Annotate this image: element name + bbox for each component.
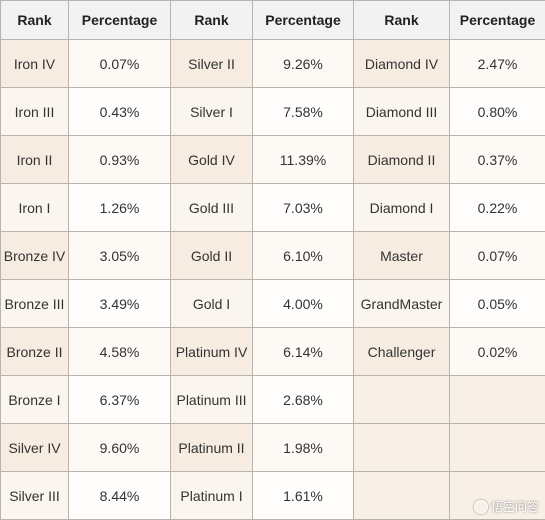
rank-cell-3 [354, 424, 450, 472]
rank-cell-3: Diamond I [354, 184, 450, 232]
column-header-percentage-2: Percentage [253, 1, 354, 40]
percentage-cell-3: 2.47% [450, 40, 545, 88]
percentage-cell-2: 1.61% [253, 472, 354, 520]
header-row: Rank Percentage Rank Percentage Rank Per… [1, 1, 545, 40]
rank-cell-2: Platinum II [171, 424, 253, 472]
wukong-logo-icon [474, 500, 488, 514]
rank-cell-1: Iron II [1, 136, 69, 184]
column-header-rank-2: Rank [171, 1, 253, 40]
percentage-cell-3 [450, 424, 545, 472]
rank-cell-1: Iron I [1, 184, 69, 232]
column-header-percentage-1: Percentage [69, 1, 171, 40]
rank-cell-1: Silver IV [1, 424, 69, 472]
percentage-cell-3 [450, 376, 545, 424]
rank-cell-3 [354, 376, 450, 424]
rank-cell-1: Bronze II [1, 328, 69, 376]
column-header-rank-1: Rank [1, 1, 69, 40]
column-header-percentage-3: Percentage [450, 1, 545, 40]
percentage-cell-2: 11.39% [253, 136, 354, 184]
percentage-cell-2: 7.58% [253, 88, 354, 136]
percentage-cell-3: 0.37% [450, 136, 545, 184]
percentage-cell-2: 2.68% [253, 376, 354, 424]
percentage-cell-1: 3.05% [69, 232, 171, 280]
rank-cell-3: Diamond II [354, 136, 450, 184]
rank-cell-2: Gold II [171, 232, 253, 280]
rank-cell-3: Diamond IV [354, 40, 450, 88]
percentage-cell-3: 0.07% [450, 232, 545, 280]
rank-cell-1: Bronze I [1, 376, 69, 424]
rank-cell-3: Master [354, 232, 450, 280]
percentage-cell-1: 8.44% [69, 472, 171, 520]
rank-cell-2: Gold IV [171, 136, 253, 184]
percentage-cell-3: 0.22% [450, 184, 545, 232]
rank-cell-2: Gold I [171, 280, 253, 328]
rank-cell-1: Iron III [1, 88, 69, 136]
percentage-cell-2: 6.10% [253, 232, 354, 280]
rank-cell-1: Bronze III [1, 280, 69, 328]
rank-cell-3: Challenger [354, 328, 450, 376]
percentage-cell-2: 4.00% [253, 280, 354, 328]
percentage-cell-1: 1.26% [69, 184, 171, 232]
percentage-cell-2: 6.14% [253, 328, 354, 376]
percentage-cell-3: 0.80% [450, 88, 545, 136]
percentage-cell-3: 0.05% [450, 280, 545, 328]
percentage-cell-1: 0.43% [69, 88, 171, 136]
rank-cell-2: Gold III [171, 184, 253, 232]
percentage-cell-1: 4.58% [69, 328, 171, 376]
rank-cell-2: Silver I [171, 88, 253, 136]
percentage-cell-1: 3.49% [69, 280, 171, 328]
rank-cell-2: Silver II [171, 40, 253, 88]
watermark-text: 悟空问答 [491, 498, 539, 515]
percentage-cell-1: 9.60% [69, 424, 171, 472]
rank-cell-3 [354, 472, 450, 520]
rank-cell-3: GrandMaster [354, 280, 450, 328]
rank-cell-1: Iron IV [1, 40, 69, 88]
watermark: 悟空问答 [474, 498, 539, 515]
percentage-cell-1: 0.93% [69, 136, 171, 184]
rank-cell-1: Bronze IV [1, 232, 69, 280]
rank-cell-2: Platinum IV [171, 328, 253, 376]
rank-cell-1: Silver III [1, 472, 69, 520]
column-header-rank-3: Rank [354, 1, 450, 40]
percentage-cell-3: 0.02% [450, 328, 545, 376]
rank-cell-2: Platinum I [171, 472, 253, 520]
percentage-cell-1: 6.37% [69, 376, 171, 424]
percentage-cell-2: 1.98% [253, 424, 354, 472]
percentage-cell-2: 7.03% [253, 184, 354, 232]
percentage-cell-1: 0.07% [69, 40, 171, 88]
rank-cell-2: Platinum III [171, 376, 253, 424]
percentage-cell-2: 9.26% [253, 40, 354, 88]
rank-cell-3: Diamond III [354, 88, 450, 136]
